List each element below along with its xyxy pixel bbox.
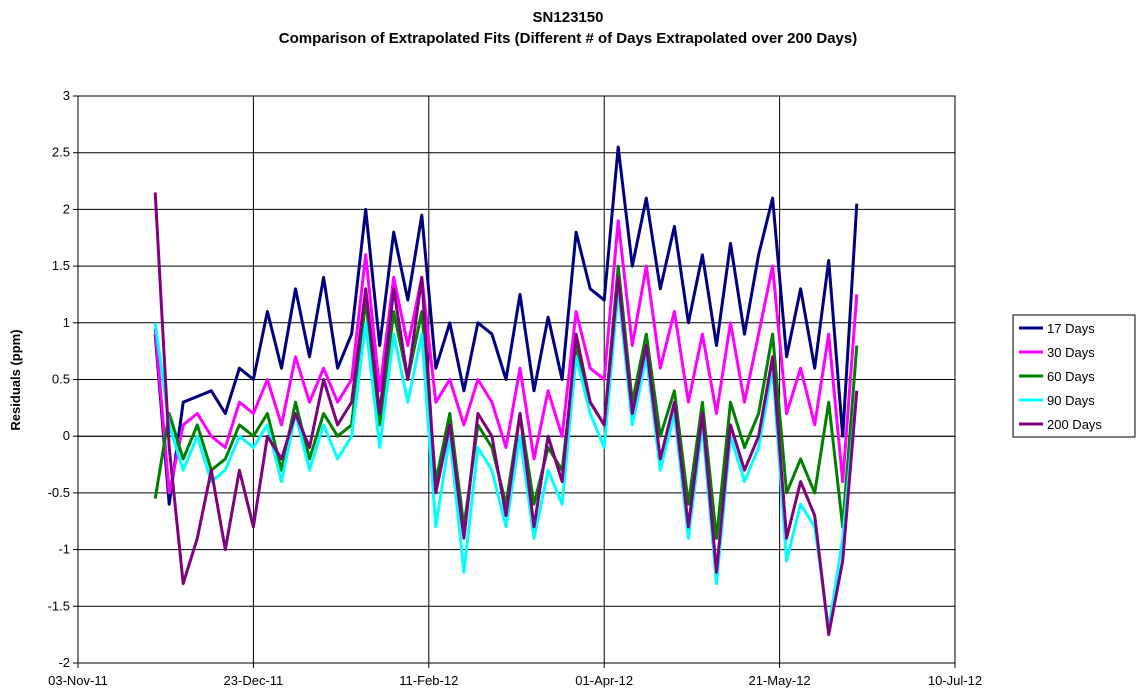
legend-label: 60 Days (1047, 369, 1095, 384)
y-tick-label: -1 (58, 542, 70, 557)
legend-label: 200 Days (1047, 417, 1102, 432)
legend-label: 17 Days (1047, 321, 1095, 336)
series-line (153, 145, 859, 506)
series-line (153, 219, 859, 495)
y-tick-label: 2 (63, 201, 70, 216)
series-line (153, 192, 859, 637)
y-tick-label: 3 (63, 88, 70, 103)
legend-label: 90 Days (1047, 393, 1095, 408)
chart-subtitle: Comparison of Extrapolated Fits (Differe… (279, 30, 857, 47)
x-tick-label: 10-Jul-12 (928, 673, 982, 688)
y-tick-label: 1 (63, 315, 70, 330)
x-tick-label: 11-Feb-12 (399, 673, 458, 688)
y-tick-label: -0.5 (48, 485, 70, 500)
y-tick-label: 0.5 (52, 372, 70, 387)
y-tick-label: -1.5 (48, 598, 70, 613)
x-tick-label: 01-Apr-12 (575, 673, 633, 688)
y-tick-label: 0 (63, 428, 70, 443)
y-tick-label: 2.5 (52, 145, 70, 160)
y-tick-label: -2 (58, 655, 70, 670)
series-line (153, 264, 859, 540)
chart-title: SN123150 (533, 9, 604, 26)
y-axis-title: Residuals (ppm) (8, 329, 23, 430)
y-tick-label: 1.5 (52, 258, 70, 273)
x-tick-label: 21-May-12 (749, 673, 811, 688)
x-tick-label: 23-Dec-11 (224, 673, 284, 688)
x-tick-label: 03-Nov-11 (48, 673, 108, 688)
legend-label: 30 Days (1047, 345, 1095, 360)
